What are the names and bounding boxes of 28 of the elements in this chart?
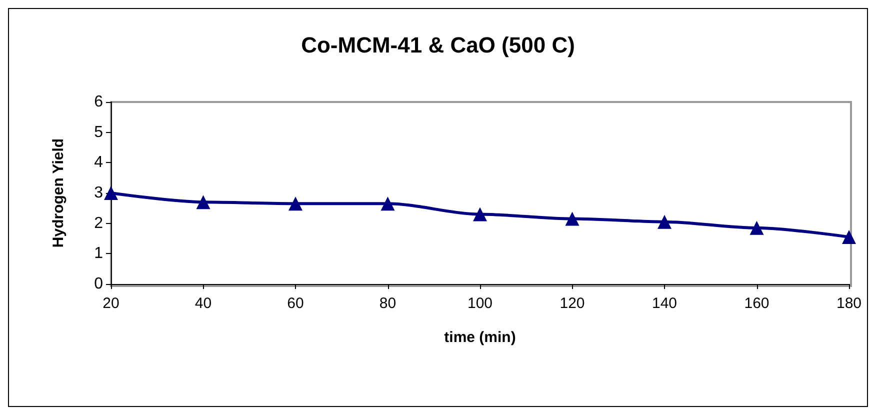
point xyxy=(473,207,487,222)
x-axis-title: time (min) xyxy=(444,329,516,346)
x-tick-label: 80 xyxy=(379,295,396,312)
x-tick-label: 120 xyxy=(560,295,585,312)
y-tick-label: 1 xyxy=(94,245,104,262)
point xyxy=(380,196,395,211)
x-tick-label: 60 xyxy=(287,295,304,312)
x-tick-label: 20 xyxy=(102,295,120,312)
point xyxy=(565,212,580,226)
point xyxy=(750,220,764,235)
point xyxy=(842,230,856,244)
x-tick-label: 160 xyxy=(744,295,770,312)
y-tick-label: 6 xyxy=(94,94,104,110)
point xyxy=(288,196,302,211)
point xyxy=(196,195,210,210)
x-tick-label: 140 xyxy=(652,295,678,312)
y-tick-label: 5 xyxy=(94,124,104,141)
x-tick-label: 180 xyxy=(836,295,862,312)
chart-title: Co-MCM-41 & CaO (500 C) xyxy=(301,32,575,58)
x-tick-label: 100 xyxy=(467,295,493,312)
y-tick-label: 3 xyxy=(94,184,104,202)
y-tick-label: 2 xyxy=(94,214,104,232)
y-tick-label: 0 xyxy=(94,276,104,292)
y-axis-title: Hydrogen Yield xyxy=(50,138,67,248)
y-tick-label: 4 xyxy=(94,154,104,172)
x-tick-label: 40 xyxy=(194,295,212,312)
point xyxy=(104,186,118,200)
point xyxy=(658,214,672,229)
